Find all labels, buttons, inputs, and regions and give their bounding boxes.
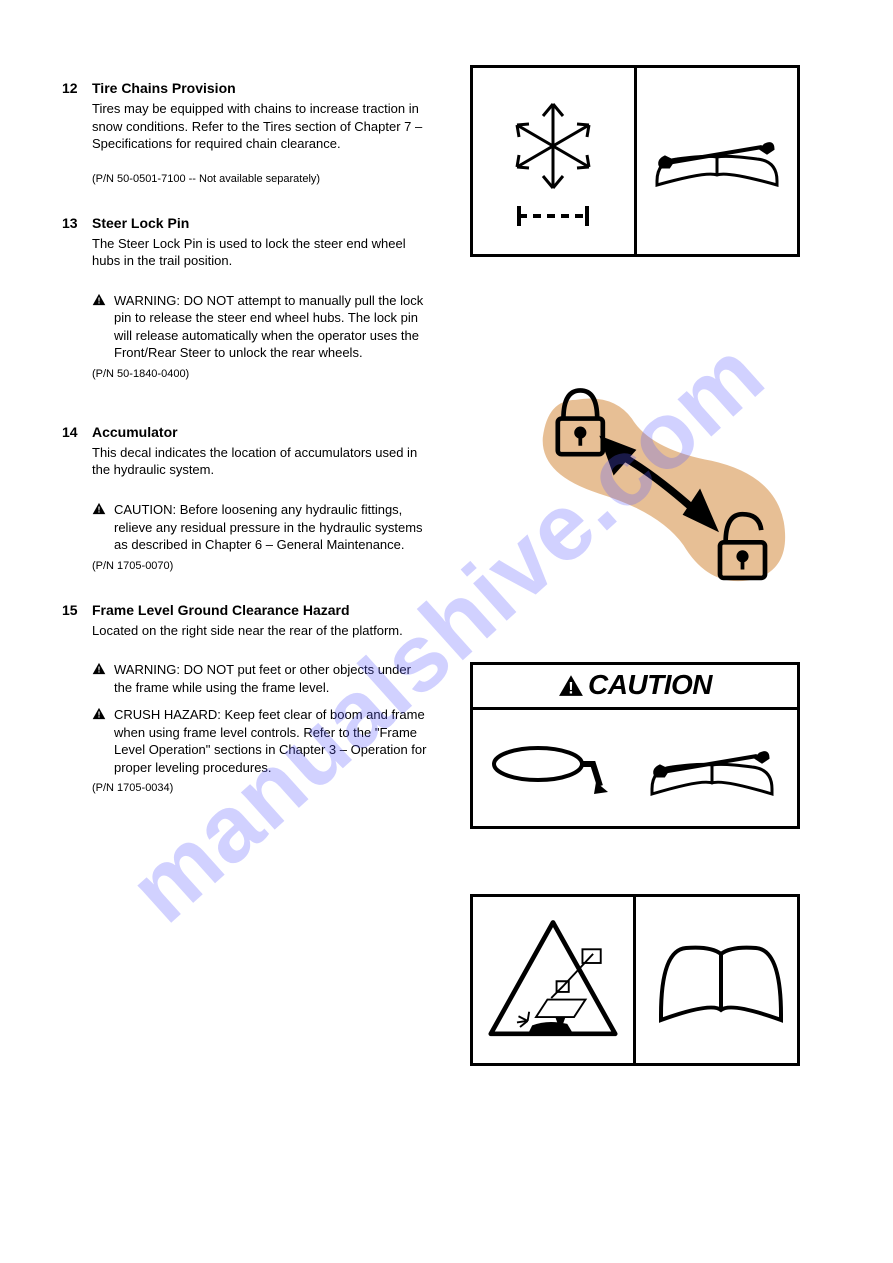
snowflake-panel: [473, 68, 637, 254]
part-number: (P/N 1705-0070): [92, 560, 432, 572]
manual-panel: [636, 897, 806, 1063]
section-number: 14: [62, 424, 92, 440]
part-number: (P/N 50-1840-0400): [92, 368, 432, 380]
svg-text:!: !: [98, 710, 101, 720]
warning-text: WARNING: DO NOT put feet or other object…: [114, 661, 432, 696]
section-desc: This decal indicates the location of acc…: [92, 444, 432, 479]
section-number: 12: [62, 80, 92, 96]
warning-block: ! WARNING: DO NOT attempt to manually pu…: [92, 292, 432, 362]
warning-icon: !: [92, 662, 110, 680]
part-number: (P/N 50-0501-7100 -- Not available separ…: [92, 173, 432, 185]
section-desc: Tires may be equipped with chains to inc…: [92, 100, 432, 153]
open-book-icon: [646, 920, 796, 1040]
section-15: 15 Frame Level Ground Clearance Hazard L…: [62, 602, 432, 640]
warning-icon: !: [92, 502, 110, 520]
section-title: Steer Lock Pin: [92, 215, 432, 231]
warning-text: CRUSH HAZARD: Keep feet clear of boom an…: [114, 706, 432, 776]
manual-wrench-icon: [647, 111, 787, 211]
caution-header: ! CAUTION: [473, 665, 797, 710]
section-14: 14 Accumulator This decal indicates the …: [62, 424, 432, 479]
svg-text:!: !: [568, 680, 573, 697]
crush-hazard-icon: [483, 915, 623, 1045]
section-title: Tire Chains Provision: [92, 80, 432, 96]
text-column: 12 Tire Chains Provision Tires may be eq…: [62, 80, 432, 820]
warning-icon: !: [92, 707, 110, 725]
section-12: 12 Tire Chains Provision Tires may be eq…: [62, 80, 432, 153]
warning-icon: !: [92, 293, 110, 311]
figure-column: ! CAUTION: [470, 65, 850, 1156]
caution-label: CAUTION: [588, 669, 712, 701]
svg-text:!: !: [98, 665, 101, 675]
caution-text: CAUTION: Before loosening any hydraulic …: [114, 501, 432, 554]
manual-wrench-icon: [642, 724, 782, 814]
section-title: Accumulator: [92, 424, 432, 440]
part-number: (P/N 1705-0034): [92, 782, 432, 794]
manual-panel: [637, 68, 798, 254]
section-number: 15: [62, 602, 92, 618]
section-desc: Located on the right side near the rear …: [92, 622, 432, 640]
svg-text:!: !: [98, 295, 101, 305]
section-13: 13 Steer Lock Pin The Steer Lock Pin is …: [62, 215, 432, 270]
accumulator-icon: [488, 734, 618, 804]
section-number: 13: [62, 215, 92, 231]
warning-text: WARNING: DO NOT attempt to manually pull…: [114, 292, 432, 362]
crush-hazard-decal: [470, 894, 800, 1066]
accumulator-decal: ! CAUTION: [470, 662, 800, 829]
section-desc: The Steer Lock Pin is used to lock the s…: [92, 235, 432, 270]
warning-icon: !: [558, 673, 584, 697]
steer-lock-decal: [510, 347, 810, 612]
hazard-panel: [473, 897, 636, 1063]
svg-text:!: !: [98, 505, 101, 515]
warning-block: ! CRUSH HAZARD: Keep feet clear of boom …: [92, 706, 432, 776]
warning-block: ! WARNING: DO NOT put feet or other obje…: [92, 661, 432, 696]
section-title: Frame Level Ground Clearance Hazard: [92, 602, 432, 618]
tire-chains-decal: [470, 65, 800, 257]
caution-block: ! CAUTION: Before loosening any hydrauli…: [92, 501, 432, 554]
page: { "watermark": "manualshive.com", "secti…: [0, 0, 893, 1263]
snowflake-icon: [493, 86, 613, 236]
